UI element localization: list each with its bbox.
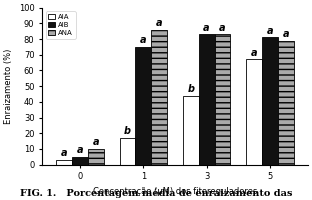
Y-axis label: Enraizamento (%): Enraizamento (%): [4, 48, 13, 124]
Bar: [88, 149, 104, 165]
Text: b: b: [187, 84, 194, 94]
Text: a: a: [77, 145, 83, 155]
Text: a: a: [282, 29, 289, 39]
Bar: [151, 30, 167, 165]
Bar: [135, 47, 151, 165]
Bar: [72, 157, 88, 165]
Text: a: a: [203, 23, 210, 33]
Legend: AIA, AIB, ANA: AIA, AIB, ANA: [46, 11, 76, 39]
Bar: [199, 34, 215, 165]
Text: a: a: [140, 35, 147, 45]
Text: a: a: [219, 23, 226, 33]
Text: FIG. 1.   Porcentagem média de enraizamento das: FIG. 1. Porcentagem média de enraizament…: [20, 188, 292, 198]
Bar: [215, 34, 230, 165]
Bar: [278, 41, 294, 165]
Bar: [56, 160, 72, 165]
Text: a: a: [156, 18, 163, 28]
Text: a: a: [61, 148, 68, 158]
Text: a: a: [266, 26, 273, 36]
Bar: [262, 37, 278, 165]
Bar: [119, 138, 135, 165]
Bar: [183, 96, 199, 165]
Text: a: a: [93, 137, 99, 147]
Text: b: b: [124, 126, 131, 136]
X-axis label: Concentração (µM) dos fitoreguladores: Concentração (µM) dos fitoreguladores: [93, 187, 257, 196]
Text: a: a: [251, 48, 257, 58]
Bar: [246, 59, 262, 165]
